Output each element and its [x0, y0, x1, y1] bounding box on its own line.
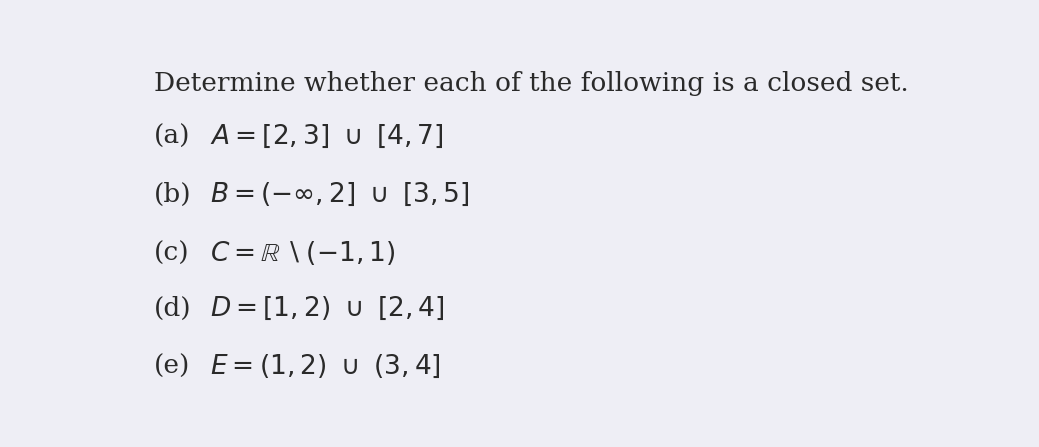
Text: $C = \mathbb{R}\setminus(-1, 1)$: $C = \mathbb{R}\setminus(-1, 1)$	[210, 239, 396, 267]
Text: (e): (e)	[154, 354, 190, 380]
Text: (c): (c)	[154, 241, 190, 266]
Text: Determine whether each of the following is a closed set.: Determine whether each of the following …	[154, 71, 909, 96]
Text: (d): (d)	[154, 296, 191, 321]
Text: $A = [2,3]\ \cup\ [4,7]$: $A = [2,3]\ \cup\ [4,7]$	[210, 122, 444, 150]
Text: (a): (a)	[154, 124, 190, 149]
Text: $E = (1, 2)\ \cup\ (3, 4]$: $E = (1, 2)\ \cup\ (3, 4]$	[210, 353, 442, 380]
Text: $D = [1, 2)\ \cup\ [2, 4]$: $D = [1, 2)\ \cup\ [2, 4]$	[210, 295, 445, 322]
Text: $B = (-\infty, 2]\ \cup\ [3, 5]$: $B = (-\infty, 2]\ \cup\ [3, 5]$	[210, 181, 470, 208]
Text: (b): (b)	[154, 182, 191, 207]
